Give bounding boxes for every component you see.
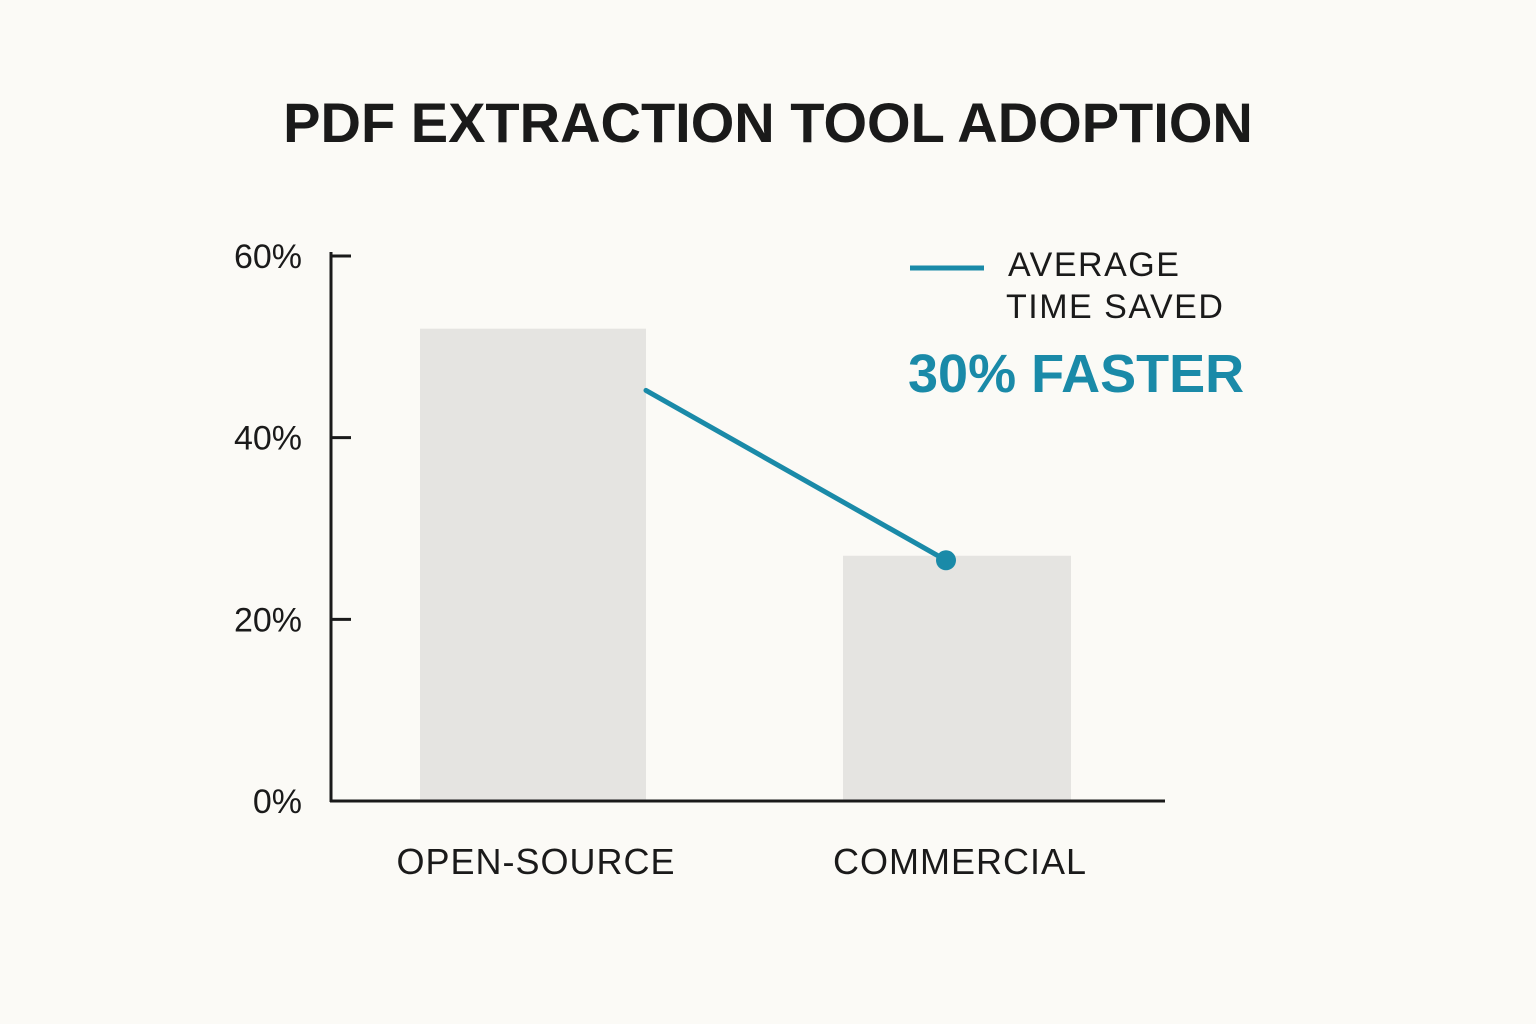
y-tick-label-20: 20%	[234, 601, 302, 639]
legend: AVERAGE TIME SAVED 30% FASTER	[908, 246, 1244, 404]
time-saved-point-commercial	[936, 550, 956, 571]
y-tick-label-40: 40%	[234, 420, 302, 458]
time-saved-line	[643, 387, 949, 563]
axes-group	[329, 252, 1165, 803]
x-category-label-open-source: OPEN-SOURCE	[396, 841, 675, 882]
x-categories-group: OPEN-SOURCE COMMERCIAL	[396, 841, 1087, 882]
y-ticks-group: 0% 20% 40% 60%	[234, 238, 351, 821]
bar-commercial	[843, 555, 1071, 801]
callout-text: 30% FASTER	[908, 344, 1244, 404]
legend-label-line1: AVERAGE	[1008, 246, 1180, 284]
bar-open-source	[420, 328, 646, 801]
legend-label-line2: TIME SAVED	[1006, 288, 1224, 326]
y-tick-label-60: 60%	[234, 238, 302, 276]
y-tick-label-0: 0%	[253, 783, 302, 821]
x-category-label-commercial: COMMERCIAL	[833, 841, 1087, 882]
chart-title: PDF EXTRACTION TOOL ADOPTION	[283, 91, 1253, 154]
line-series-group	[643, 387, 956, 571]
bars-group	[420, 328, 1071, 801]
